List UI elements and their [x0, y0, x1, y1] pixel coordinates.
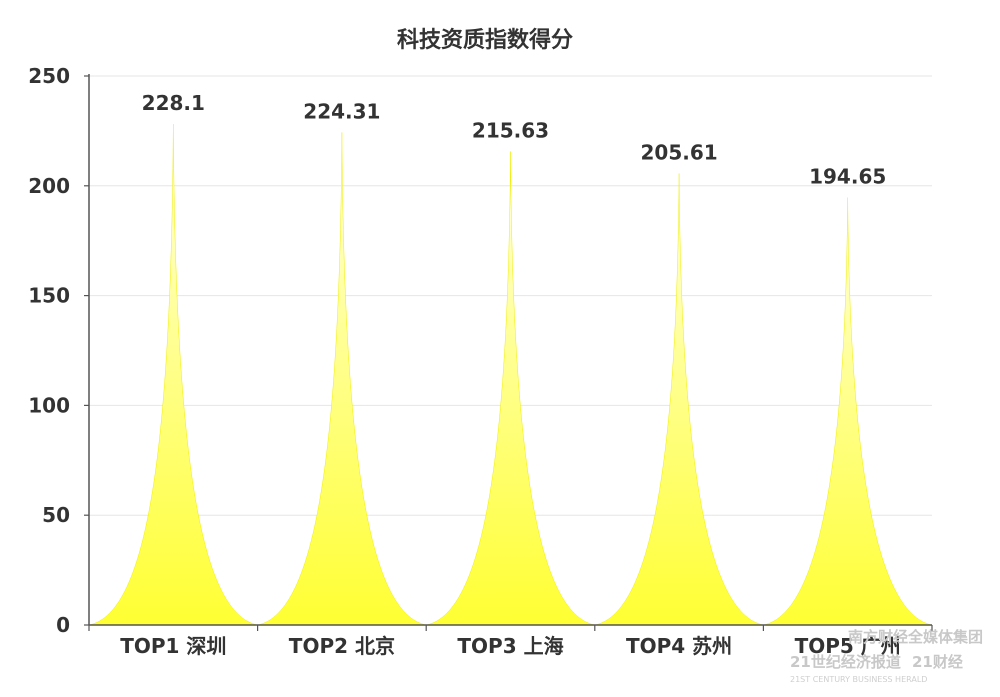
y-tick-label: 150 [28, 284, 70, 308]
y-tick-label: 50 [42, 503, 70, 527]
spike-mark [426, 151, 595, 626]
x-axis-labels: TOP1 深圳 TOP2 北京 TOP3 上海 TOP4 苏州 TOP5 广州 [120, 634, 901, 658]
x-category-label: TOP1 深圳 [120, 634, 226, 658]
data-value-label: 205.61 [641, 140, 718, 164]
x-category-label: TOP3 上海 [457, 634, 563, 658]
data-labels: 228.1 224.31 215.63 205.61 194.65 [142, 91, 887, 188]
axes [84, 74, 933, 631]
spike-mark [88, 124, 258, 626]
watermark: 南方财经全媒体集团 21世纪经济报道 21财经 21ST CENTURY BUS… [790, 628, 983, 684]
data-value-label: 224.31 [303, 99, 380, 123]
x-category-label: TOP4 苏州 [626, 634, 732, 658]
y-tick-label: 0 [56, 613, 70, 637]
x-category-label: TOP5 广州 [795, 634, 901, 658]
watermark-line1: 南方财经全媒体集团 [848, 628, 983, 646]
x-category-label: TOP2 北京 [289, 634, 395, 658]
chart-title: 科技资质指数得分 [397, 27, 573, 53]
watermark-line2: 21世纪经济报道 [790, 653, 901, 671]
y-tick-label: 250 [28, 64, 70, 88]
spike-series [88, 124, 933, 626]
spike-mark [763, 197, 933, 626]
y-axis-ticks: 0 50 100 150 200 250 [28, 64, 70, 637]
y-tick-label: 100 [28, 393, 70, 417]
data-value-label: 215.63 [472, 118, 549, 142]
data-value-label: 194.65 [809, 165, 886, 189]
data-value-label: 228.1 [142, 91, 205, 115]
y-tick-label: 200 [28, 174, 70, 198]
watermark-line3: 21财经 [912, 653, 963, 671]
spike-mark [257, 132, 427, 626]
spike-mark [594, 173, 764, 626]
watermark-line4: 21ST CENTURY BUSINESS HERALD [790, 675, 927, 684]
